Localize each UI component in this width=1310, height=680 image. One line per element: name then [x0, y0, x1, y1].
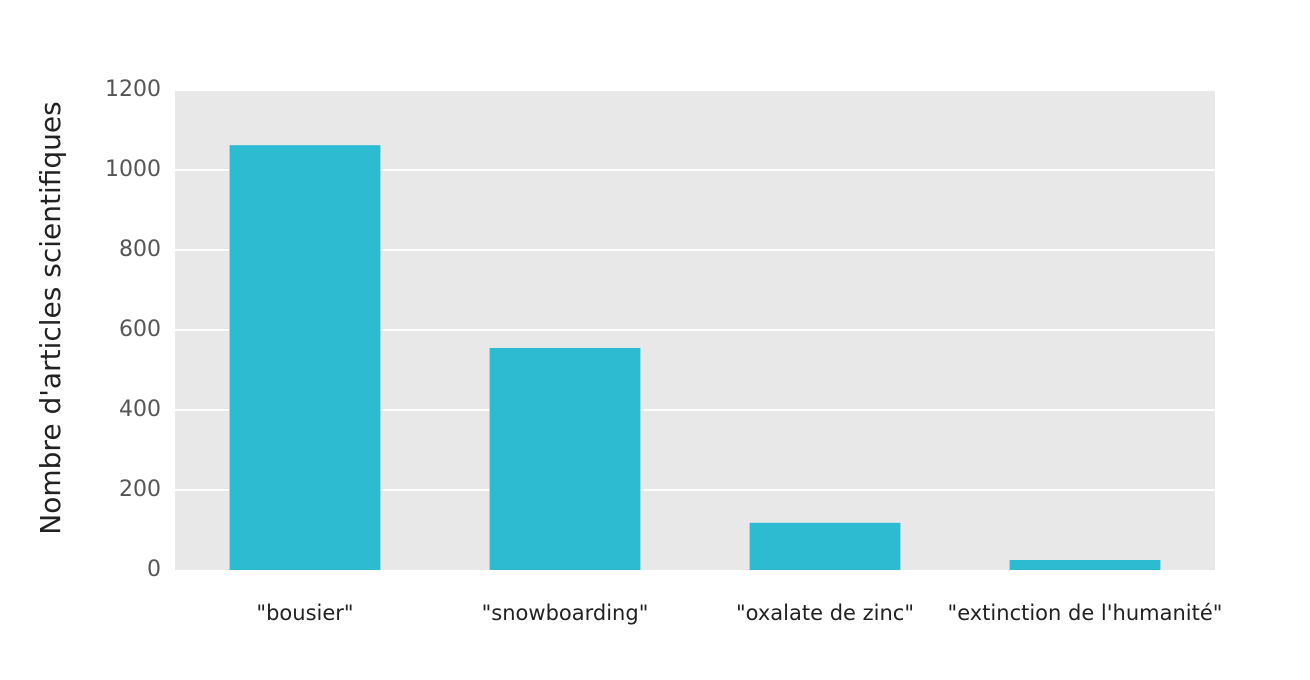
x-axis-labels: "bousier" "snowboarding" "oxalate de zinc"…	[256, 601, 1222, 625]
bar	[489, 348, 641, 570]
y-tick-label: 1000	[105, 157, 161, 182]
y-tick-label: 0	[147, 557, 161, 582]
bar	[749, 522, 901, 570]
y-tick-label: 200	[119, 477, 161, 502]
bar	[229, 145, 381, 570]
y-tick-label: 600	[119, 317, 161, 342]
y-tick-label: 1200	[105, 77, 161, 102]
x-category-label: "extinction de l'humanité"	[948, 601, 1223, 625]
bars	[229, 145, 1161, 570]
bar	[1009, 560, 1161, 570]
y-tick-label: 400	[119, 397, 161, 422]
y-axis-title: Nombre d'articles scientifiques	[34, 101, 67, 534]
x-category-label: "snowboarding"	[482, 601, 649, 625]
x-category-label: "oxalate de zinc"	[736, 601, 914, 625]
y-tick-label: 800	[119, 237, 161, 262]
x-category-label: "bousier"	[256, 601, 353, 625]
y-axis-ticks: 0 200 400 600 800 1000 1200	[105, 77, 161, 582]
